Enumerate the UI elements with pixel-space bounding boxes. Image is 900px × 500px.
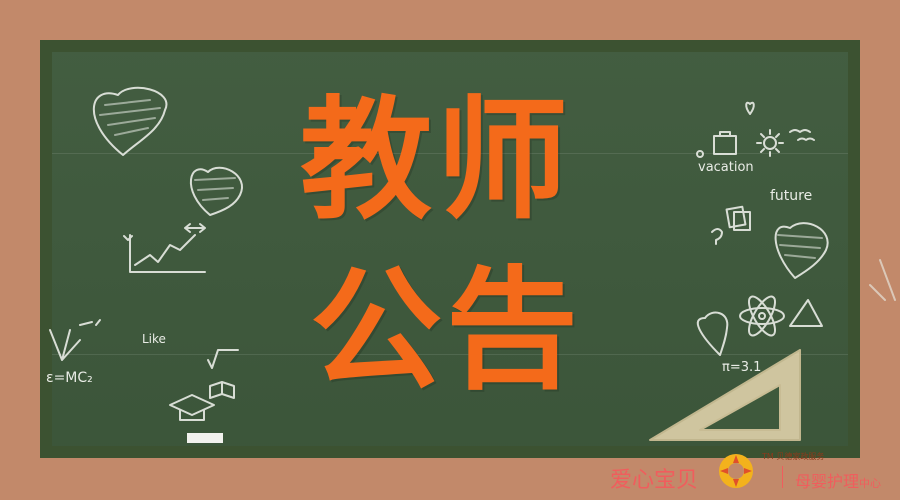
sun-icon xyxy=(763,136,777,150)
like-text: Like xyxy=(142,332,166,346)
suitcase-icon xyxy=(713,135,737,155)
title-line-2: 公告 xyxy=(310,253,582,408)
cards-icon xyxy=(725,205,747,229)
vacation-text: vacation xyxy=(698,160,754,175)
heart-icon xyxy=(696,311,729,356)
title-line-1: 教师 xyxy=(300,83,572,238)
future-text: future xyxy=(770,188,813,204)
brand-name-right: 母婴护理中心 xyxy=(795,468,881,492)
heart-icon xyxy=(92,86,168,156)
chalk-eraser xyxy=(187,433,223,443)
chalkboard xyxy=(52,52,848,446)
brand-divider xyxy=(782,466,783,488)
formula-text: ε=MC₂ xyxy=(46,370,93,386)
brand-logo-icon xyxy=(719,454,753,488)
brand-name-left: 爱心宝贝 xyxy=(610,468,699,493)
book-icon xyxy=(209,381,235,399)
heart-icon xyxy=(190,166,243,216)
brand-name-right-small: 中心 xyxy=(859,477,882,490)
chart-icon xyxy=(129,234,206,273)
graduation-cap-icon xyxy=(169,394,215,416)
brand-tagline: TM 贝德家政服务 xyxy=(762,452,825,461)
board-seam xyxy=(52,153,848,154)
pi-text: π=3.1 xyxy=(722,360,762,375)
atom-icon xyxy=(739,307,785,325)
brand-name-right-main: 母婴护理 xyxy=(795,472,860,491)
board-seam xyxy=(52,354,848,355)
heart-icon xyxy=(774,222,829,279)
